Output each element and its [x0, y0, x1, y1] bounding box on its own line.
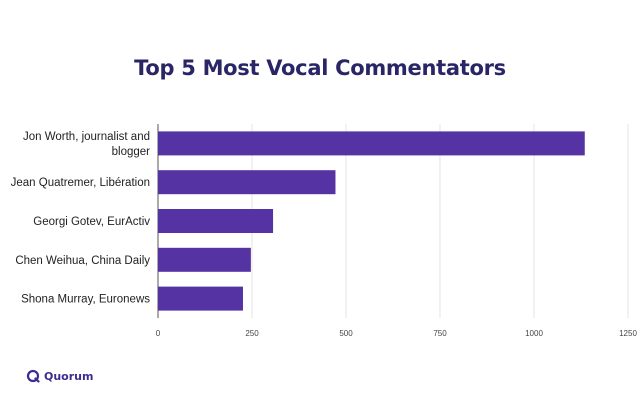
category-label: Georgi Gotev, EurActiv	[33, 216, 150, 228]
quorum-logo-icon	[26, 369, 40, 383]
category-label: Jon Worth, journalist and blogger	[23, 131, 150, 158]
x-tick-label: 1000	[525, 329, 543, 338]
category-label: Chen Weihua, China Daily	[15, 255, 150, 267]
x-tick-label: 500	[339, 329, 353, 338]
category-label: Shona Murray, Euronews	[21, 294, 150, 306]
category-labels: Jon Worth, journalist and blogger Jean Qua…	[11, 131, 151, 306]
x-tick-label: 750	[433, 329, 447, 338]
bar	[158, 286, 243, 311]
quorum-logo: Quorum	[26, 369, 93, 383]
x-tick-label: 0	[156, 329, 161, 338]
x-axis-ticks: 0 250 500 750 1000 1250	[156, 329, 638, 338]
bar	[158, 131, 585, 156]
chart-title: Top 5 Most Vocal Commentators	[134, 56, 506, 80]
x-tick-label: 1250	[619, 329, 637, 338]
logo-text: Quorum	[44, 369, 94, 383]
bar	[158, 170, 336, 195]
bar	[158, 209, 274, 233]
x-tick-label: 250	[245, 329, 259, 338]
category-label: Jean Quatremer, Libération	[11, 177, 150, 189]
bars	[158, 131, 585, 311]
bar	[158, 247, 251, 272]
